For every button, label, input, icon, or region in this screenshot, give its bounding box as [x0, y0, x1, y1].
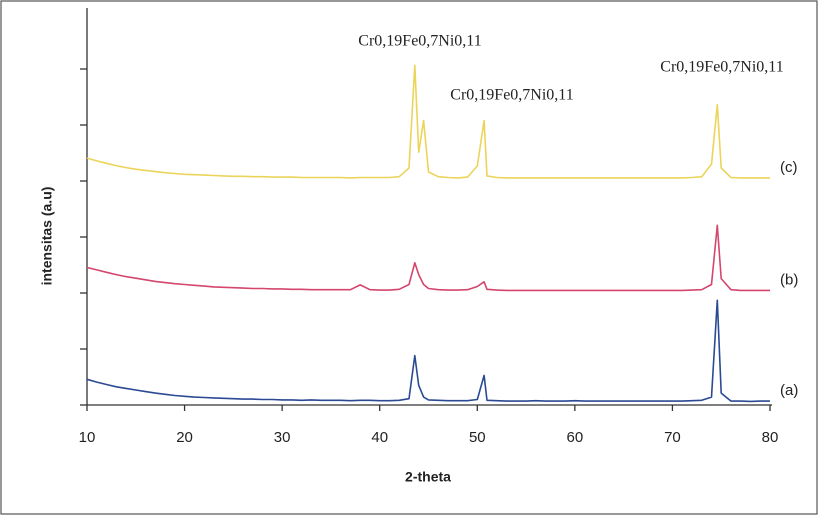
- peak-annotation: Cr0,19Fe0,7Ni0,11: [660, 59, 783, 76]
- series-line: [86, 299, 770, 403]
- peak-annotation: Cr0,19Fe0,7Ni0,11: [358, 33, 481, 50]
- series-label: (a): [780, 382, 798, 399]
- y-axis-label: intensitas (a.u): [39, 187, 55, 286]
- x-tick-label: 10: [79, 429, 96, 446]
- y-axis-ticks: [80, 68, 87, 406]
- x-tick-label: 70: [664, 429, 681, 446]
- x-axis-label: 2-theta: [405, 469, 451, 485]
- series-line: [86, 224, 770, 292]
- peak-annotation: Cr0,19Fe0,7Ni0,11: [450, 87, 573, 104]
- x-tick-label: 60: [567, 429, 584, 446]
- series-line: [86, 64, 770, 179]
- x-tick-label: 30: [274, 429, 291, 446]
- series-label: (b): [780, 271, 798, 288]
- x-tick-label: 20: [176, 429, 193, 446]
- x-tick-label: 80: [762, 429, 779, 446]
- x-tick-label: 40: [371, 429, 388, 446]
- series-label: (c): [780, 159, 798, 176]
- x-tick-label: 50: [469, 429, 486, 446]
